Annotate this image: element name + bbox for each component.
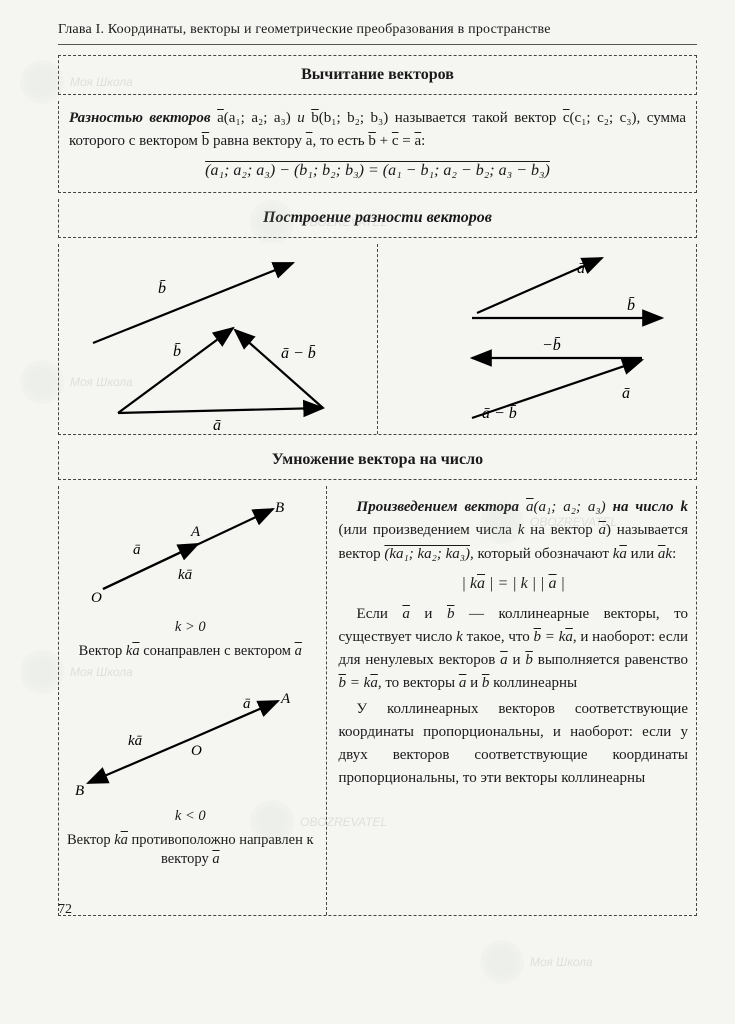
svg-text:ā: ā (622, 385, 630, 402)
section1-formula: (a₁; a₂; a₃) − (b₁; b₂; b₃) = (a₁ − b₁; … (69, 162, 686, 180)
section3-body: O A B ā kā k > 0 Вектор ka сонаправлен с… (58, 486, 697, 916)
diagram-right: ā b̄ −b̄ ā ā − b̄ (377, 244, 696, 434)
page-number: 72 (58, 902, 72, 918)
diagram-k-negative: O A B ā kā (63, 683, 318, 803)
section3-right: Произведением вектора a(a₁; a₂; a₃) на ч… (327, 486, 696, 915)
label-a: ā (213, 417, 221, 433)
vector-subtraction-triangle-svg: b̄ b̄ ā − b̄ ā (63, 248, 363, 433)
k-neg-caption: Вектор ka противоположно направлен к век… (63, 831, 318, 870)
watermark-logo (480, 940, 524, 984)
svg-text:b̄: b̄ (627, 297, 635, 314)
vector-subtraction-parallelogram-svg: ā b̄ −b̄ ā ā − b̄ (382, 248, 682, 433)
section3-left: O A B ā kā k > 0 Вектор ka сонаправлен с… (59, 486, 327, 915)
section2-title: Построение разности векторов (69, 209, 686, 227)
section1-title-box: Вычитание векторов (58, 55, 697, 95)
proportional-coords: У коллинеарных векторов соответствующие … (339, 698, 688, 791)
watermark-text: Моя Школа (530, 955, 593, 969)
svg-text:B: B (275, 500, 284, 516)
k-pos-cond: k > 0 (63, 618, 318, 638)
page: Глава I. Координаты, векторы и геометрич… (0, 0, 735, 936)
svg-text:−b̄: −b̄ (542, 337, 561, 354)
section2-diagrams: b̄ b̄ ā − b̄ ā ā (58, 244, 697, 435)
svg-text:O: O (91, 590, 102, 606)
k-pos-caption: Вектор ka сонаправлен с вектором a (63, 642, 318, 662)
header-rule (58, 44, 697, 45)
svg-text:O: O (191, 743, 202, 759)
svg-text:ā: ā (133, 542, 141, 558)
section1-body: Разностью векторов a(a₁; a₂; a₃) и b(b₁;… (58, 101, 697, 193)
section3-title: Умножение вектора на число (69, 451, 686, 469)
svg-text:A: A (280, 691, 291, 707)
svg-text:ā − b̄: ā − b̄ (482, 405, 517, 422)
svg-text:ā: ā (577, 260, 585, 277)
label-b2: b̄ (173, 343, 181, 360)
svg-text:ā: ā (243, 696, 251, 712)
svg-text:B: B (75, 783, 84, 798)
label-b: b̄ (158, 280, 166, 297)
svg-text:kā: kā (178, 567, 193, 583)
svg-text:kā: kā (128, 733, 143, 749)
k-neg-cond: k < 0 (63, 807, 318, 827)
diagram-left: b̄ b̄ ā − b̄ ā (59, 244, 377, 434)
svg-text:A: A (190, 524, 201, 540)
product-definition: Произведением вектора a(a₁; a₂; a₃) на ч… (339, 496, 688, 566)
magnitude-formula: | ka | = | k | | a | (339, 572, 688, 597)
collinear-theorem: Если a и b — коллинеарные векторы, то су… (339, 603, 688, 696)
section1-title: Вычитание векторов (69, 66, 686, 84)
section2-title-box: Построение разности векторов (58, 199, 697, 238)
diagram-k-positive: O A B ā kā (63, 494, 318, 614)
chapter-header: Глава I. Координаты, векторы и геометрич… (58, 22, 697, 38)
label-amb: ā − b̄ (281, 345, 316, 362)
section1-definition: Разностью векторов a(a₁; a₂; a₃) и b(b₁;… (69, 107, 686, 152)
section3-title-box: Умножение вектора на число (58, 441, 697, 480)
